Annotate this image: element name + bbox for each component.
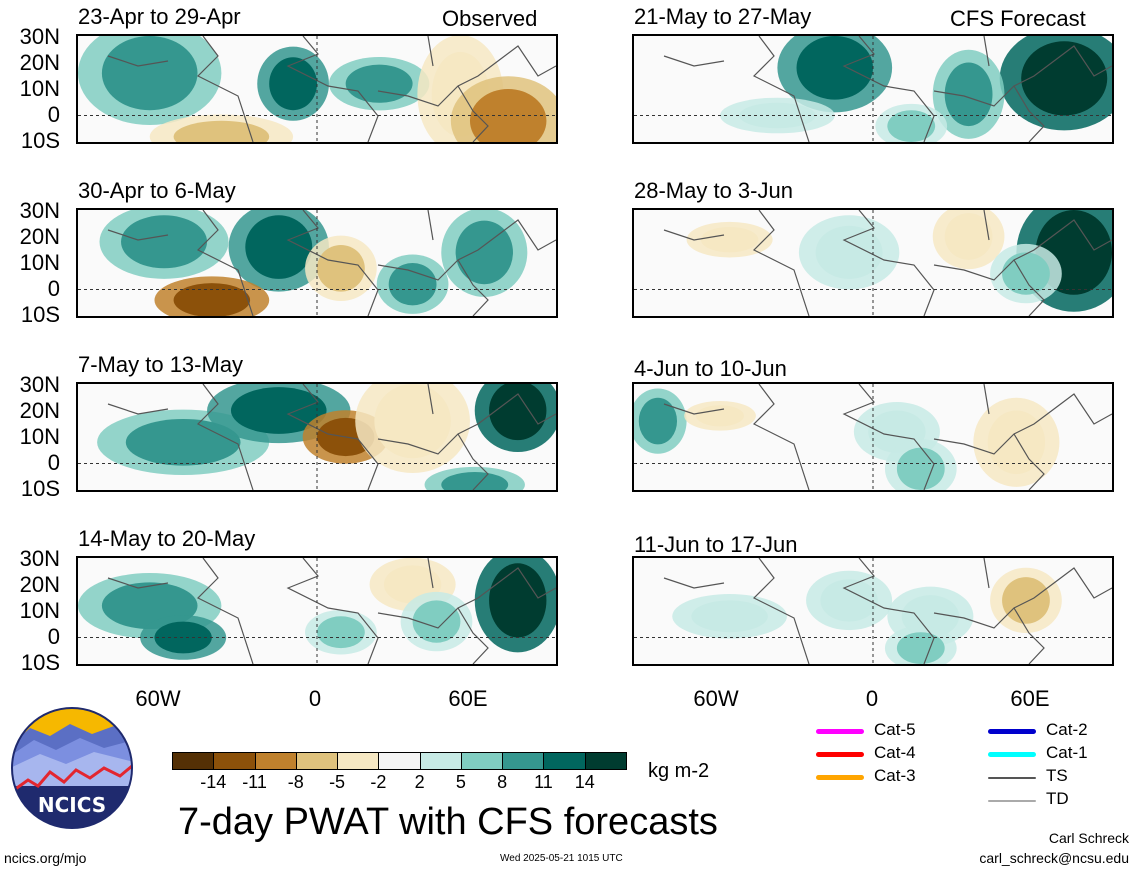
x-tick-0: 0 [865, 686, 879, 711]
colorbar-unit: kg m-2 [648, 760, 710, 782]
map-panel-6 [632, 208, 1114, 318]
x-tick-0: 0 [308, 686, 322, 711]
x-tick-60w: 60W [693, 686, 739, 711]
legend-line-td [988, 800, 1036, 802]
legend-label-cat-4: Cat-4 [874, 743, 916, 762]
colorbar-cell [172, 752, 215, 770]
forecast-label: CFS Forecast [950, 6, 1086, 31]
map-panel-4 [76, 556, 558, 666]
map-panel-1 [76, 34, 558, 144]
colorbar-cell [502, 752, 545, 770]
y-tick-20n: 20N [19, 50, 60, 75]
svg-text:NCICS: NCICS [38, 793, 106, 817]
x-tick-60e: 60E [448, 686, 488, 711]
footer-site: ncics.org/mjo [4, 850, 87, 866]
y-tick-10n: 10N [19, 250, 60, 275]
map-panel-5 [632, 34, 1114, 144]
x-tick-60w: 60W [135, 686, 181, 711]
y-tick-eq: 0 [47, 276, 60, 301]
panel-title-4: 14-May to 20-May [78, 526, 256, 551]
legend-line-cat-3 [816, 775, 864, 780]
map-panel-3 [76, 382, 558, 492]
y-tick-20n: 20N [19, 398, 60, 423]
colorbar-tick: -8 [287, 772, 304, 792]
y-tick-30n: 30N [19, 24, 60, 49]
y-tick-eq: 0 [47, 450, 60, 475]
panel-title-5: 21-May to 27-May [634, 4, 812, 29]
legend-label-td: TD [1046, 789, 1069, 808]
colorbar-tick: -14 [200, 772, 227, 792]
colorbar-tick: -2 [370, 772, 387, 792]
y-tick-eq: 0 [47, 624, 60, 649]
main-title: 7-day PWAT with CFS forecasts [178, 801, 718, 843]
colorbar-tick: 14 [574, 772, 595, 792]
panel-title-7: 4-Jun to 10-Jun [634, 356, 787, 381]
y-tick-30n: 30N [19, 546, 60, 571]
colorbar-cell [213, 752, 256, 770]
legend-label-cat-2: Cat-2 [1046, 720, 1088, 739]
colorbar-tick: 11 [534, 772, 553, 792]
colorbar-cell [254, 752, 297, 770]
footer-timestamp: Wed 2025-05-21 1015 UTC [500, 853, 623, 864]
legend-label-cat-5: Cat-5 [874, 720, 916, 739]
panel-title-8: 11-Jun to 17-Jun [634, 532, 798, 557]
y-tick-10s: 10S [20, 128, 60, 153]
y-tick-eq: 0 [47, 102, 60, 127]
colorbar [172, 752, 627, 770]
colorbar-cell [378, 752, 421, 770]
colorbar-labels: -14 -11 -8 -5 -2 2 5 8 11 14 [172, 772, 626, 796]
y-tick-20n: 20N [19, 224, 60, 249]
legend-label-cat-1: Cat-1 [1046, 743, 1088, 762]
legend-label-ts: TS [1046, 766, 1068, 785]
map-panel-8 [632, 556, 1114, 666]
legend-line-cat-2 [988, 729, 1036, 734]
panel-title-3: 7-May to 13-May [78, 352, 244, 377]
y-tick-30n: 30N [19, 372, 60, 397]
y-tick-10s: 10S [20, 650, 60, 675]
y-tick-10n: 10N [19, 76, 60, 101]
legend-label-cat-3: Cat-3 [874, 766, 916, 785]
x-tick-60e: 60E [1010, 686, 1050, 711]
colorbar-cell [460, 752, 504, 770]
panel-title-1: 23-Apr to 29-Apr [78, 4, 241, 29]
colorbar-tick: 2 [414, 772, 425, 792]
colorbar-tick: -5 [329, 772, 346, 792]
y-tick-30n: 30N [19, 198, 60, 223]
legend-line-ts [988, 777, 1036, 779]
colorbar-cell [543, 752, 586, 770]
panel-title-6: 28-May to 3-Jun [634, 178, 793, 203]
colorbar-tick: -11 [242, 772, 267, 792]
map-panel-7 [632, 382, 1114, 492]
ncics-logo: NCICS [10, 706, 134, 830]
colorbar-cell [337, 752, 380, 770]
colorbar-cell [584, 752, 627, 770]
y-tick-10s: 10S [20, 476, 60, 501]
colorbar-cell [295, 752, 339, 770]
y-tick-10n: 10N [19, 424, 60, 449]
observed-label: Observed [442, 6, 538, 31]
panel-title-2: 30-Apr to 6-May [78, 178, 236, 203]
y-tick-20n: 20N [19, 572, 60, 597]
map-panel-2 [76, 208, 558, 318]
colorbar-cell [419, 752, 462, 770]
colorbar-tick: 5 [455, 772, 466, 792]
y-tick-10s: 10S [20, 302, 60, 327]
colorbar-tick: 8 [497, 772, 508, 792]
storm-legend: Cat-5 Cat-4 Cat-3 Cat-2 Cat-1 TS TD [816, 720, 1116, 812]
footer-author: Carl Schreck [1048, 830, 1129, 846]
legend-line-cat-5 [816, 729, 864, 734]
legend-line-cat-4 [816, 752, 864, 757]
footer-email: carl_schreck@ncsu.edu [979, 850, 1129, 866]
y-tick-10n: 10N [19, 598, 60, 623]
legend-line-cat-1 [988, 752, 1036, 757]
